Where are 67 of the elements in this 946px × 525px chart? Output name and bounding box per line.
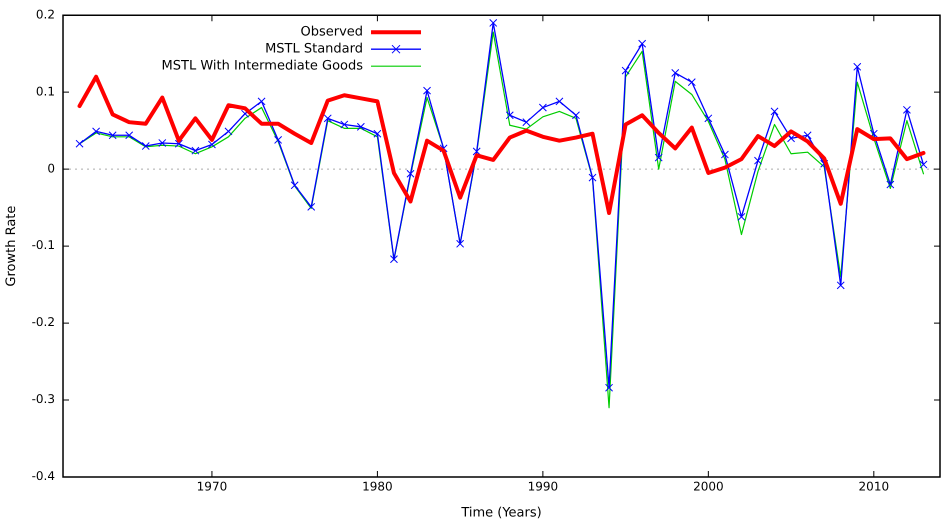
point — [324, 114, 332, 122]
point — [208, 140, 216, 149]
x-tick-label: 2010 — [858, 479, 890, 494]
point — [274, 136, 282, 144]
point — [688, 78, 696, 86]
point — [870, 130, 878, 138]
point — [76, 140, 84, 148]
point — [506, 111, 514, 120]
point — [290, 181, 299, 190]
x-tick-label: 1980 — [362, 479, 393, 494]
point — [704, 114, 712, 122]
y-tick-label: 0.2 — [36, 7, 56, 22]
point — [654, 154, 663, 162]
point — [142, 142, 150, 150]
point — [754, 156, 762, 165]
y-tick-label: -0.3 — [32, 392, 56, 406]
point — [125, 131, 134, 140]
point — [902, 106, 911, 114]
point — [258, 97, 266, 106]
point — [522, 118, 530, 126]
legend-label: Observed — [300, 24, 364, 40]
point — [770, 107, 779, 116]
y-tick-label: 0.1 — [36, 84, 56, 98]
point — [472, 147, 481, 156]
point — [92, 127, 100, 136]
point — [720, 150, 729, 159]
legend-label: MSTL With Intermediate Goods — [162, 58, 364, 74]
point — [622, 66, 630, 75]
y-tick-label: 0 — [47, 161, 56, 176]
point — [423, 86, 432, 95]
x-axis-title: Time (Years) — [460, 506, 542, 521]
y-tick-label: -0.1 — [32, 238, 56, 252]
point — [886, 180, 894, 189]
point — [588, 174, 597, 182]
point — [572, 111, 580, 120]
point — [919, 160, 928, 169]
point — [390, 255, 398, 264]
point — [787, 134, 796, 142]
point — [373, 130, 382, 138]
point — [737, 212, 746, 221]
point — [456, 240, 464, 248]
point — [307, 202, 316, 211]
point — [836, 281, 845, 290]
point — [406, 170, 415, 178]
point — [224, 127, 233, 136]
point — [356, 122, 365, 131]
y-tick-label: -0.2 — [32, 315, 56, 330]
x-tick-label: 2000 — [693, 479, 724, 494]
x-tick-label: 1970 — [196, 479, 228, 494]
point — [638, 40, 646, 48]
point — [440, 144, 448, 152]
legend-label: MSTL Standard — [265, 42, 364, 57]
point — [671, 68, 680, 77]
y-tick-label: -0.4 — [32, 469, 56, 484]
x-tick-label: 1990 — [528, 479, 558, 494]
point — [158, 138, 166, 147]
point — [191, 146, 200, 155]
point — [804, 131, 812, 140]
point — [489, 18, 498, 27]
point — [555, 97, 564, 106]
point — [853, 62, 862, 71]
y-axis-title: Growth Rate — [4, 206, 20, 287]
point — [174, 140, 183, 148]
point — [108, 131, 117, 140]
point — [605, 384, 614, 392]
point — [340, 120, 348, 129]
point — [538, 104, 547, 112]
